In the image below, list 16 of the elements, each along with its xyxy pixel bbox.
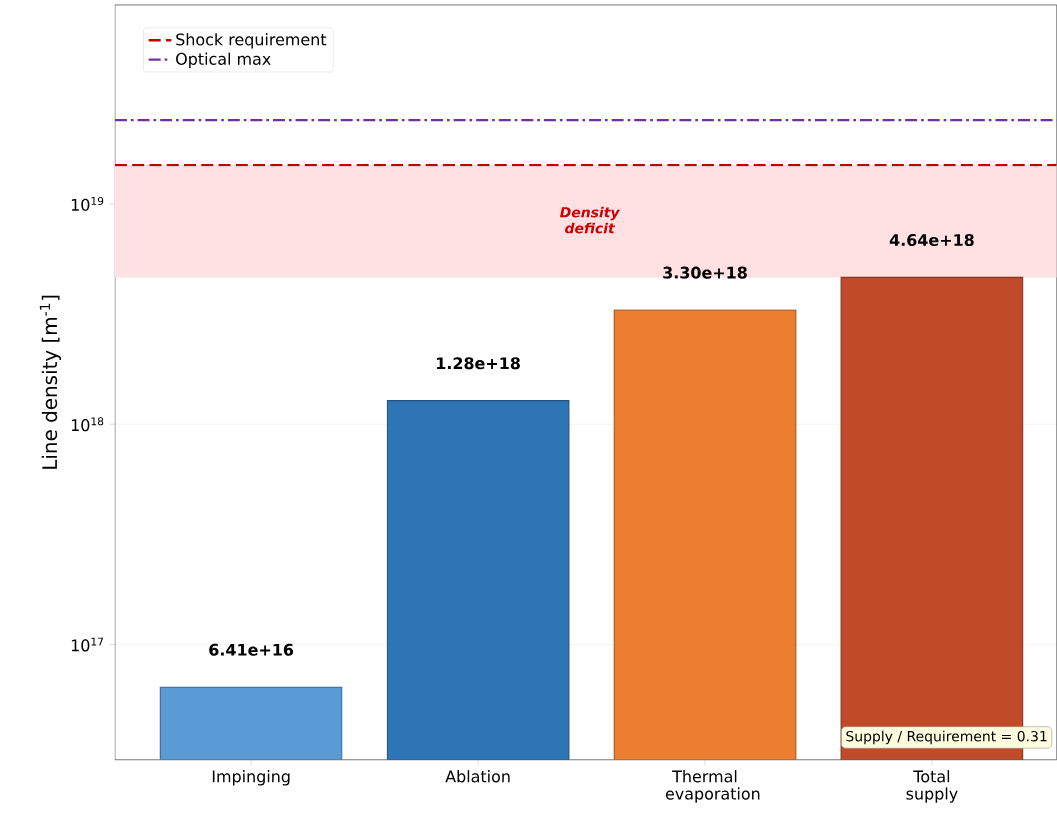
- x-tick-label: Total supply: [906, 770, 958, 803]
- x-tick-label: Thermal evaporation: [665, 770, 760, 803]
- legend-label: Optical max: [176, 52, 271, 69]
- y-axis-title: Line density [m$^{-1}$]: [39, 295, 62, 469]
- y-tick-label: 10$^{18}$: [71, 417, 104, 432]
- y-tick-label: 10$^{19}$: [71, 197, 104, 211]
- annotation: Supply / Requirement = 0.31: [846, 730, 1047, 745]
- x-tick-label: Ablation: [445, 770, 510, 783]
- band-label: Density deficit: [560, 206, 621, 234]
- data-label: 6.41e+16: [209, 643, 294, 656]
- legend-label: Shock requirement: [176, 33, 327, 49]
- data-label: 1.28e+18: [437, 357, 520, 370]
- data-label: 4.64e+18: [889, 234, 974, 247]
- y-tick-label: 10$^{17}$: [71, 637, 104, 652]
- data-label: 3.30e+18: [663, 266, 747, 279]
- x-tick-label: Impinging: [212, 770, 290, 786]
